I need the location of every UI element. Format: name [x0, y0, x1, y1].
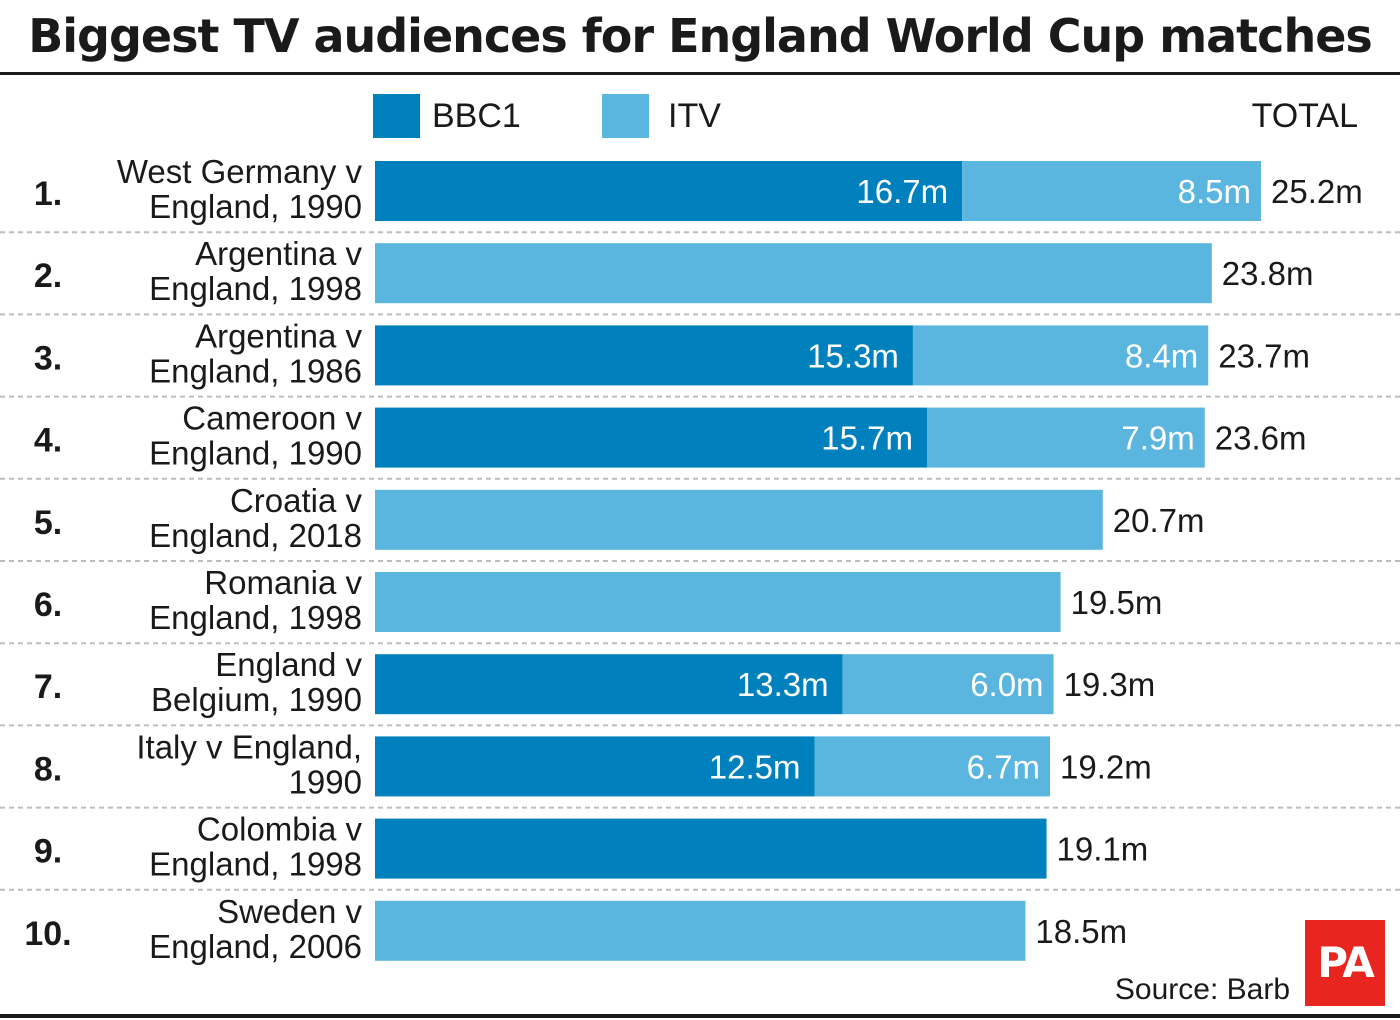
legend-swatch-bbc1: [373, 94, 420, 138]
bar-itv-1: [962, 161, 1261, 221]
total-label-8: 19.2m: [1060, 748, 1152, 785]
total-label-6: 19.5m: [1071, 584, 1163, 621]
value-label-bbc1-4: 15.7m: [821, 420, 913, 457]
rank-label-4: 4.: [34, 422, 62, 460]
legend-swatch-itv: [602, 94, 649, 138]
match-label-line1-10: Sweden v: [217, 893, 362, 930]
total-label-3: 23.7m: [1218, 337, 1310, 374]
rank-label-9: 9.: [34, 833, 62, 871]
rank-label-3: 3.: [34, 339, 62, 377]
bar-itv-6: [375, 572, 1061, 632]
bar-bbc1-4: [375, 407, 927, 468]
match-label-line2-6: England, 1998: [149, 599, 362, 636]
rank-label-5: 5.: [34, 504, 62, 542]
total-label-10: 18.5m: [1035, 913, 1127, 950]
legend-label-bbc1: BBC1: [432, 97, 521, 135]
rank-label-6: 6.: [34, 586, 62, 624]
match-label-line2-8: 1990: [289, 763, 362, 800]
match-label-line2-2: England, 1998: [149, 270, 362, 307]
bar-bbc1-9: [375, 818, 1047, 879]
match-label-line2-7: Belgium, 1990: [151, 681, 362, 718]
value-label-itv-7: 6.0m: [970, 666, 1043, 703]
match-label-line2-1: England, 1990: [149, 188, 362, 225]
value-label-itv-8: 6.7m: [967, 748, 1040, 785]
match-label-line1-8: Italy v England,: [136, 728, 362, 765]
value-label-bbc1-3: 15.3m: [807, 337, 899, 374]
rank-label-8: 8.: [34, 750, 62, 788]
bar-itv-2: [375, 243, 1212, 304]
value-label-bbc1-1: 16.7m: [856, 173, 948, 210]
total-label-5: 20.7m: [1113, 502, 1205, 539]
bar-itv-4: [926, 407, 1205, 468]
match-label-line1-7: England v: [215, 646, 362, 683]
bar-itv-7: [842, 654, 1054, 715]
rank-label-1: 1.: [34, 175, 62, 213]
match-label-line1-2: Argentina v: [195, 235, 362, 272]
rank-label-7: 7.: [34, 668, 62, 706]
match-label-line1-1: West Germany v: [117, 153, 363, 190]
match-label-line2-4: England, 1990: [149, 435, 362, 472]
bar-itv-8: [814, 736, 1051, 797]
value-label-bbc1-8: 12.5m: [709, 748, 801, 785]
legend-label-itv: ITV: [668, 97, 721, 135]
bar-itv-10: [375, 900, 1026, 961]
title-divider: [0, 72, 1400, 75]
bar-itv-3: [912, 325, 1209, 386]
value-label-itv-1: 8.5m: [1178, 173, 1251, 210]
bar-bbc1-8: [375, 736, 815, 797]
match-label-line1-5: Croatia v: [230, 482, 363, 519]
bottom-divider: [0, 1014, 1400, 1018]
total-label-9: 19.1m: [1057, 831, 1149, 868]
bar-bbc1-1: [375, 161, 963, 221]
total-label-1: 25.2m: [1271, 173, 1363, 210]
total-label-4: 23.6m: [1215, 420, 1307, 457]
bar-bbc1-3: [375, 325, 913, 386]
match-label-line2-9: England, 1998: [149, 846, 362, 883]
pa-logo: PA: [1305, 920, 1385, 1006]
rank-label-2: 2.: [34, 257, 62, 295]
match-label-line1-9: Colombia v: [197, 811, 363, 848]
value-label-itv-3: 8.4m: [1125, 337, 1198, 374]
bar-itv-5: [375, 489, 1103, 550]
bar-bbc1-7: [375, 654, 843, 715]
source-note: Source: Barb: [1114, 973, 1290, 1006]
match-label-line1-4: Cameroon v: [182, 400, 362, 437]
match-label-line2-3: England, 1986: [149, 352, 362, 389]
total-label-2: 23.8m: [1222, 255, 1314, 292]
match-label-line1-6: Romania v: [204, 564, 362, 601]
match-label-line2-5: England, 2018: [149, 517, 362, 554]
match-label-line2-10: England, 2006: [149, 928, 362, 965]
value-label-itv-4: 7.9m: [1121, 420, 1194, 457]
total-column-header: TOTAL: [1251, 97, 1358, 135]
chart-title: Biggest TV audiences for England World C…: [28, 9, 1373, 63]
total-label-7: 19.3m: [1064, 666, 1156, 703]
rank-label-10: 10.: [24, 915, 71, 953]
match-label-line1-3: Argentina v: [195, 317, 362, 354]
value-label-bbc1-7: 13.3m: [737, 666, 829, 703]
